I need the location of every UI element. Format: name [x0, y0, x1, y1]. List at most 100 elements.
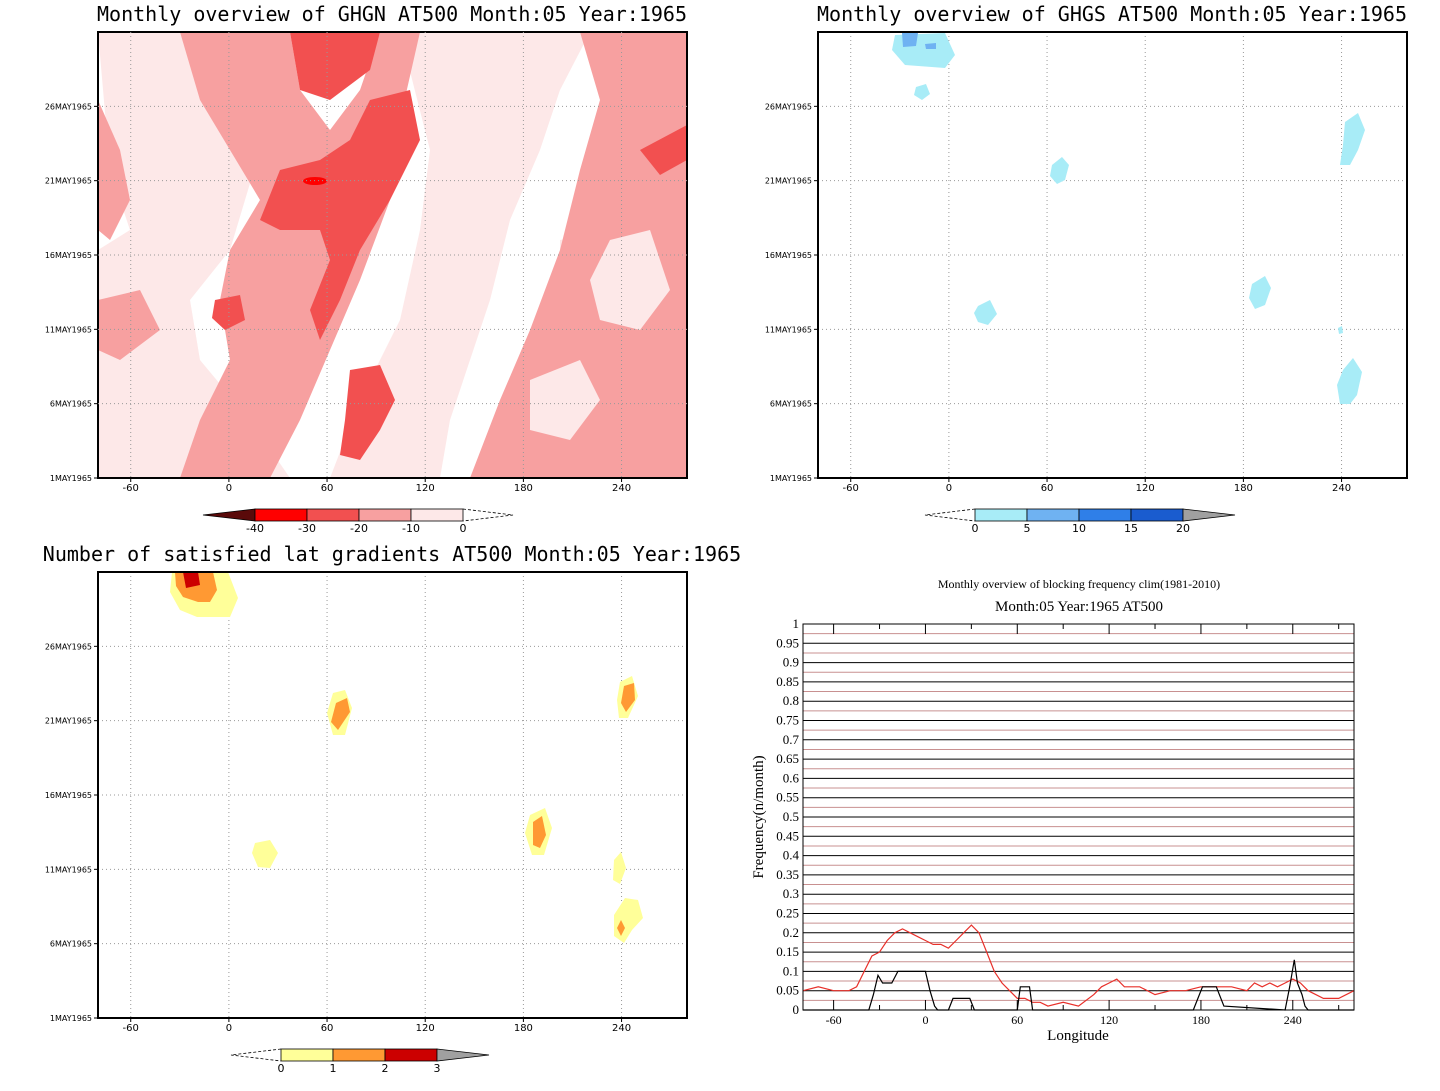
- x-tick-label: 0: [226, 1023, 232, 1034]
- ghgs-blob-strong: [902, 33, 918, 47]
- colorbar-label: 0: [460, 522, 467, 535]
- y-tick-label: 0: [793, 1002, 800, 1017]
- colorbar-label: -10: [402, 522, 420, 535]
- x-tick-label: 60: [321, 1023, 334, 1034]
- freq-title: Monthly overview of blocking frequency c…: [938, 577, 1220, 591]
- colorbar-segment: [358, 508, 412, 522]
- latgrad-blob-mid: [533, 816, 546, 848]
- ghgn-region-strong: [260, 90, 420, 340]
- freq-grid: [803, 623, 1354, 1011]
- y-tick-label: 0.4: [783, 848, 800, 863]
- x-tick-label: 240: [1284, 1013, 1302, 1027]
- y-tick-label: 0.85: [776, 674, 799, 689]
- y-tick-label: 6MAY1965: [50, 940, 92, 949]
- colorbar-end-right: [1182, 508, 1236, 522]
- colorbar-segment: [384, 1048, 438, 1062]
- y-tick-label: 26MAY1965: [45, 102, 92, 111]
- freq-series: [802, 924, 1355, 1011]
- y-tick-label: 1MAY1965: [770, 474, 812, 483]
- colorbar-segment: [410, 508, 464, 522]
- y-tick-label: 16MAY1965: [45, 251, 92, 260]
- x-tick-label: 180: [1192, 1013, 1210, 1027]
- x-tick-label: 60: [1041, 483, 1054, 494]
- x-tick-label: -60: [843, 483, 859, 494]
- colorbar-label: 2: [382, 1062, 389, 1075]
- y-tick-label: 1: [793, 616, 800, 631]
- x-tick-label: -60: [123, 1023, 139, 1034]
- colorbar-segment: [306, 508, 360, 522]
- y-tick-label: 0.5: [783, 809, 799, 824]
- y-tick-label: 0.25: [776, 906, 799, 921]
- x-tick-label: 120: [1136, 483, 1155, 494]
- latgrad-blob: [252, 840, 278, 868]
- y-tick-label: 1MAY1965: [50, 1014, 92, 1023]
- ghgs-title: Monthly overview of GHGS AT500 Month:05 …: [817, 2, 1407, 26]
- ghgs-colorbar: 0 5 10 15 20: [924, 508, 1236, 535]
- colorbar-segment: [1130, 508, 1184, 522]
- ghgn-region-strong: [340, 365, 395, 460]
- ghgs-background: [818, 32, 1407, 478]
- ghgs-blob: [1340, 113, 1365, 165]
- latgrad-blob-mid: [331, 698, 350, 730]
- y-tick-label: 0.8: [783, 693, 799, 708]
- colorbar-label: -30: [298, 522, 316, 535]
- y-tick-label: 0.35: [776, 867, 799, 882]
- y-tick-label: 6MAY1965: [50, 400, 92, 409]
- y-tick-label: 16MAY1965: [45, 791, 92, 800]
- x-tick-label: 120: [416, 1023, 435, 1034]
- ghgn-colorbar: -40 -30 -20 -10 0: [202, 508, 514, 535]
- colorbar-segment: [1078, 508, 1132, 522]
- freq-xlabel: Longitude: [1047, 1028, 1109, 1044]
- x-tick-label: -60: [826, 1013, 842, 1027]
- x-tick-label: 0: [226, 483, 232, 494]
- y-tick-label: 0.3: [783, 886, 799, 901]
- ghgn-region-strong: [290, 32, 380, 100]
- y-tick-label: 21MAY1965: [765, 177, 812, 186]
- colorbar-end-right: [436, 1048, 490, 1062]
- y-tick-label: 0.05: [776, 983, 799, 998]
- ghgn-axes: -60 0 60 120 180 240 1MAY1965 6MAY1965 11MAY1965…: [45, 102, 631, 494]
- latgrad-blob-mid: [621, 683, 635, 712]
- x-tick-label: 180: [514, 1023, 533, 1034]
- latgrad-title: Number of satisfied lat gradients AT500 …: [43, 542, 741, 566]
- x-tick-label: 0: [946, 483, 952, 494]
- colorbar-label: 1: [330, 1062, 337, 1075]
- freq-ylabel: Frequency(n/month): [751, 755, 767, 878]
- colorbar-label: 20: [1176, 522, 1190, 535]
- ghgn-contour-field: [98, 32, 687, 478]
- colorbar-segment: [1026, 508, 1080, 522]
- y-tick-label: 0.7: [783, 732, 800, 747]
- latgrad-blob: [613, 852, 626, 884]
- x-tick-label: 240: [1332, 483, 1351, 494]
- y-tick-label: 11MAY1965: [45, 325, 92, 334]
- panel-ghgn: Monthly overview of GHGN AT500 Month:05 …: [45, 2, 688, 535]
- y-tick-label: 21MAY1965: [45, 717, 92, 726]
- ghgn-plot-area: [98, 32, 687, 478]
- ghgs-blob-strong: [925, 43, 936, 49]
- ghgn-region-mid: [98, 290, 160, 360]
- colorbar-end-left: [230, 1048, 282, 1062]
- ghgn-region-pale: [530, 360, 600, 440]
- y-tick-label: 26MAY1965: [765, 102, 812, 111]
- colorbar-label: 10: [1072, 522, 1086, 535]
- ghgs-blob: [1338, 326, 1343, 334]
- colorbar-label: 3: [434, 1062, 441, 1075]
- panel-lat-gradients: Number of satisfied lat gradients AT500 …: [43, 542, 741, 1075]
- x-tick-label: 60: [321, 483, 334, 494]
- x-tick-label: 0: [922, 1013, 928, 1027]
- colorbar-label: 5: [1024, 522, 1031, 535]
- x-tick-label: 120: [1100, 1013, 1118, 1027]
- y-tick-label: 0.75: [776, 713, 799, 728]
- ghgn-title: Monthly overview of GHGN AT500 Month:05 …: [97, 2, 687, 26]
- panel-blocking-frequency: Monthly overview of blocking frequency c…: [751, 577, 1355, 1044]
- latgrad-blob-peak: [183, 572, 200, 588]
- x-tick-label: 180: [1234, 483, 1253, 494]
- y-tick-label: 0.55: [776, 790, 799, 805]
- latgrad-background: [98, 572, 687, 1018]
- latgrad-colorbar: 0 1 2 3: [230, 1048, 490, 1075]
- ghgs-blob: [1249, 276, 1271, 309]
- y-tick-label: 0.2: [783, 925, 799, 940]
- y-tick-label: 26MAY1965: [45, 642, 92, 651]
- ghgn-region-strong: [640, 125, 687, 175]
- series-line-black: [803, 959, 1354, 1011]
